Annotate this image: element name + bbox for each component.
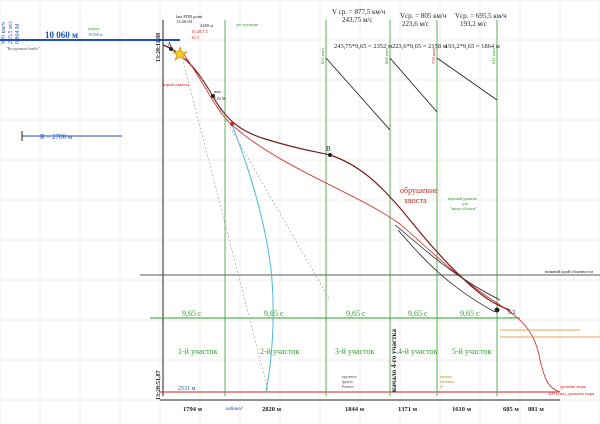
note-a3: Ровное xyxy=(342,384,354,389)
side-label: начало 4-го участка xyxy=(390,329,398,392)
speed-2-title: Vср. = 805 км/ч xyxy=(400,12,447,20)
explosion-star-icon xyxy=(172,46,188,61)
cloud-base-label: нижний край облачности xyxy=(545,269,594,274)
dist-2: 2820 м xyxy=(262,406,282,413)
debris-line-1 xyxy=(394,224,501,301)
right-note-2: 200 м над уровнем моря xyxy=(548,391,594,396)
ballistic-dash-2 xyxy=(199,74,331,301)
time-end: 13:20:51,87 xyxy=(156,371,162,401)
rocket-label: взрыв ракеты xyxy=(163,82,189,87)
segment-times: 9,65 с 9,65 с 9,65 с 9,65 с 9,65 с xyxy=(182,309,480,318)
bottom-notes: крупные фрагм. Ровное мелкие обломки (2 xyxy=(342,374,455,389)
altitude-small: 10 050 м xyxy=(88,32,103,37)
seg-name-4: 4-й участок xyxy=(398,347,437,356)
bottom-dist-label: 2531 м xyxy=(178,386,196,392)
cockpit-fall xyxy=(231,124,274,393)
segment-dividers xyxy=(224,20,498,396)
seg-name-2: 2-й участок xyxy=(260,347,299,356)
altitude-top: 10 060 м xyxy=(45,30,78,40)
note-b1: мелкие xyxy=(440,374,452,379)
speed-1-calc: 243,75*9,65 = 2352 м xyxy=(334,43,392,50)
dist-1: 1794 м xyxy=(183,406,203,413)
dist-5: 1610 м xyxy=(452,406,472,413)
fdr-values: 10,28,5 5 xyxy=(191,29,209,35)
fdr-small: 10,3 xyxy=(191,35,200,41)
max-mach-label: max xyxy=(214,89,221,94)
clouds-note: "Воздушная бомба" xyxy=(6,46,40,51)
radius-label: R = 2700 м xyxy=(40,133,73,141)
segment-names: 1-й участок 2-й участок 3-й участок 4-й … xyxy=(178,347,491,356)
seg-time-2: 9,65 с xyxy=(264,309,284,318)
dist-4: 1371 м xyxy=(398,406,418,413)
speed-kmh: 920 км/ч xyxy=(1,22,7,44)
speed-3-title: Vср. = 695,5 км/ч xyxy=(455,12,507,20)
speed-headers: V ср. = 877,5 км/ч 243,75 м/с 243,75*9,6… xyxy=(332,8,507,50)
speed-2-calc: 223,6*9,65 = 2158 м xyxy=(392,43,447,50)
green-note-1: верхний уровень xyxy=(448,196,477,201)
seg-time-3: 9,65 с xyxy=(346,309,366,318)
note-b3: (2 xyxy=(440,384,443,389)
point-b-label: B xyxy=(326,145,331,153)
tail-collapse-label-2: хвоста xyxy=(404,196,427,205)
time-start: 13:20:11,88 xyxy=(156,33,162,62)
fraction-label: 9/2 xyxy=(508,310,516,316)
vertical-speed-marks: 855 км/ч 860 км/ч 750 км/ч 641 км/ч xyxy=(320,47,496,64)
last-fdr-time: 13:20:04 xyxy=(176,19,193,24)
note-a1: крупные xyxy=(342,374,357,379)
seg-name-5: 5-й участок xyxy=(452,347,491,356)
mach-label: 0,864 М xyxy=(15,23,21,44)
green-note-2: для xyxy=(462,201,468,206)
main-trajectory xyxy=(162,44,511,311)
green-note-3: "выше облаков" xyxy=(450,206,477,211)
left-speed-labels: 920 км/ч 255,5 м/с 0,864 М xyxy=(1,21,21,44)
tail-collapse-label: обрушение xyxy=(400,186,438,195)
cockpit-note: кабина? xyxy=(226,407,244,412)
speed-1-sub: 243,75 м/с xyxy=(342,16,372,24)
speed-3-calc: 193,2*9,65 = 1864 м xyxy=(445,43,500,50)
dist-3: 1844 м xyxy=(345,406,365,413)
right-note-1: уровень моря xyxy=(560,384,586,389)
mark-2: 860 км/ч xyxy=(384,47,389,64)
mark-3: 750 км/ч xyxy=(431,47,436,64)
note-a2: фрагм. xyxy=(342,379,354,384)
point-b xyxy=(328,153,332,157)
seg-time-1: 9,65 с xyxy=(182,309,202,318)
seg-time-4: 9,65 с xyxy=(408,309,428,318)
bottom-distances: 1794 м 2820 м 1844 м 1371 м 1610 м 605 м… xyxy=(183,406,544,413)
speed-1-title: V ср. = 877,5 км/ч xyxy=(332,8,386,16)
note-b2: обломки xyxy=(440,379,455,384)
secondary-trajectory xyxy=(181,51,561,393)
point-a-label: A xyxy=(167,41,172,49)
dist-7: 881 м xyxy=(528,406,544,413)
max-mach-point xyxy=(211,94,215,98)
dist-6: 605 м xyxy=(503,406,519,413)
speed-3-sub: 193,2 м/с xyxy=(460,20,487,28)
speed-ms: 255,5 м/с xyxy=(8,21,14,44)
seg-name-3: 3-й участок xyxy=(335,347,374,356)
speed-diagonals xyxy=(325,57,498,131)
fdr-meters: 2480 м xyxy=(200,23,213,28)
ballistic-dash xyxy=(179,49,269,391)
seg-name-1: 1-й участок xyxy=(178,347,217,356)
debris-line-2 xyxy=(397,229,496,313)
mark-1: 855 км/ч xyxy=(320,47,325,64)
seg-time-5: 9,65 с xyxy=(460,309,480,318)
speed-2-sub: 223,6 м/с xyxy=(402,20,429,28)
point-a xyxy=(169,47,173,51)
last-fdr-label: last FDR point xyxy=(176,14,203,19)
destruction-label: деструкция xyxy=(236,22,258,27)
break-point xyxy=(230,122,234,126)
crash-point xyxy=(494,307,500,313)
gate-note: ворота xyxy=(88,26,100,31)
max-mach-value: 1,03 М xyxy=(214,96,226,102)
mark-4: 641 км/ч xyxy=(491,47,496,64)
